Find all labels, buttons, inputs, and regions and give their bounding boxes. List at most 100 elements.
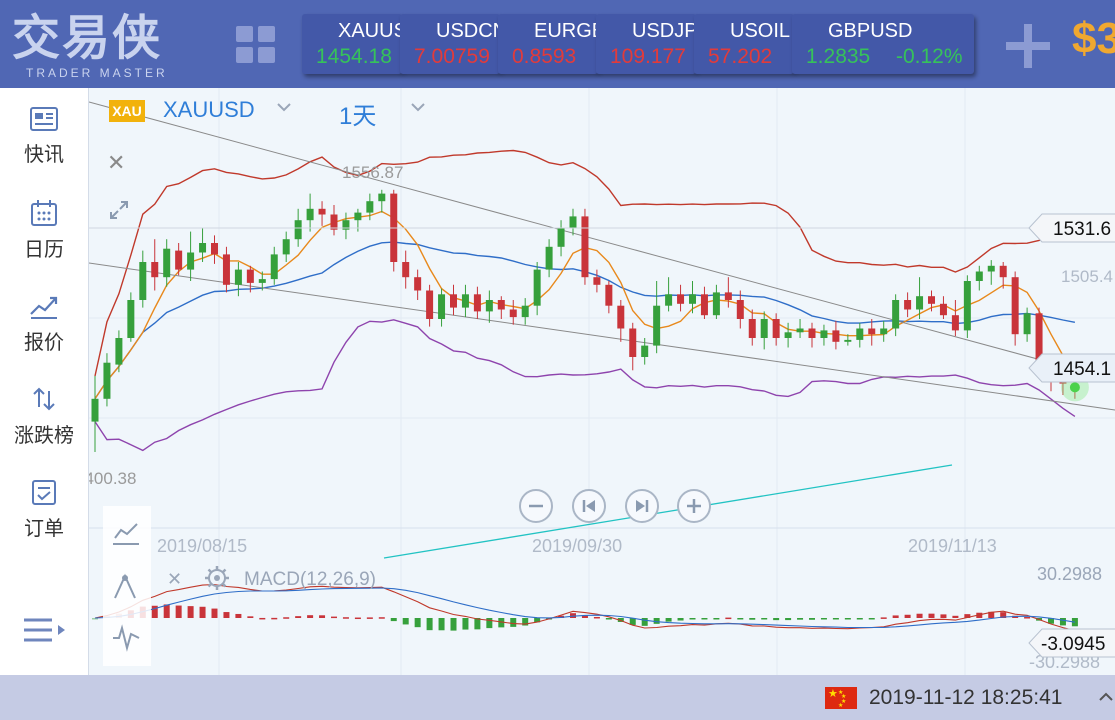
chevron-down-icon[interactable] bbox=[409, 100, 427, 114]
menu-icon[interactable] bbox=[22, 616, 68, 646]
macd-histogram-bar bbox=[665, 618, 672, 622]
collapse-icon[interactable] bbox=[107, 198, 131, 222]
ticker-usdcnh[interactable]: USDCNH 7.00759 bbox=[400, 14, 500, 74]
settings-gear-icon bbox=[205, 566, 229, 590]
ticker-symbol: USDJPY bbox=[632, 20, 696, 42]
macd-histogram-bar bbox=[629, 618, 636, 625]
chevron-up-icon[interactable] bbox=[1097, 689, 1115, 703]
add-ticker-button[interactable] bbox=[1006, 24, 1050, 68]
pulse-line bbox=[113, 624, 140, 652]
macd-histogram-bar bbox=[737, 618, 744, 620]
macd-histogram-bar bbox=[247, 616, 254, 618]
chevron-down-icon[interactable] bbox=[275, 100, 293, 114]
price-chart[interactable]: 1531.6 1454.1 1556.87 1400.38 1505.4 2019/08/… bbox=[89, 88, 1115, 675]
compass-pivot bbox=[122, 575, 128, 581]
zoom-out-icon[interactable] bbox=[519, 489, 553, 523]
sidebar-item-calendar[interactable]: 日历 bbox=[0, 191, 88, 271]
logo-text: 交易侠 bbox=[12, 10, 163, 66]
sidebar-item-orders[interactable]: 订单 bbox=[0, 470, 88, 550]
macd-histogram-bar bbox=[1024, 617, 1031, 619]
candle bbox=[868, 328, 876, 335]
macd-histogram-bar bbox=[605, 618, 612, 620]
sidebar-item-label: 快讯 bbox=[24, 144, 64, 166]
candle bbox=[545, 246, 553, 270]
sidebar-item-label: 涨跌榜 bbox=[14, 425, 74, 447]
ticker-symbol: EURGBP bbox=[534, 20, 598, 42]
ticker-usdjpy[interactable]: USDJPY 109.177 bbox=[596, 14, 696, 74]
chart-type-icon bbox=[113, 523, 139, 545]
candle bbox=[294, 220, 302, 240]
candle bbox=[689, 294, 696, 304]
price-tag-label: 1531.6 bbox=[1053, 219, 1111, 240]
symbol-selector[interactable]: XAUUSD bbox=[163, 97, 255, 122]
interval-selector[interactable]: 1天 bbox=[339, 103, 377, 130]
jump-start-icon[interactable] bbox=[572, 489, 606, 523]
jump-end-icon[interactable] bbox=[625, 489, 659, 523]
ticker-symbol: GBPUSD bbox=[828, 20, 913, 42]
macd-histogram-bar bbox=[151, 605, 158, 618]
zoom-in-icon[interactable] bbox=[677, 489, 711, 523]
ticker-change: -0.12% bbox=[896, 45, 963, 68]
candle bbox=[593, 277, 601, 285]
candle bbox=[916, 296, 924, 310]
price-tag-label: 1454.1 bbox=[1053, 359, 1111, 380]
macd-histogram-bar bbox=[832, 618, 839, 620]
x-axis-tick-label: 2019/11/13 bbox=[908, 536, 997, 556]
close-icon[interactable]: ✕ bbox=[107, 150, 126, 175]
macd-histogram-bar bbox=[916, 613, 923, 618]
candle bbox=[306, 208, 314, 221]
candle bbox=[1059, 381, 1067, 384]
macd-histogram-bar bbox=[498, 618, 505, 628]
candle bbox=[951, 315, 959, 331]
ticker-xauusd[interactable]: XAUUSD 1454.18 bbox=[302, 14, 402, 74]
candle bbox=[461, 294, 469, 308]
macd-histogram-bar bbox=[163, 604, 170, 618]
macd-histogram-bar bbox=[677, 618, 684, 621]
ticker-price: 57.202 bbox=[708, 45, 773, 68]
account-balance[interactable]: $3 bbox=[1072, 14, 1115, 63]
sidebar-item-quotes[interactable]: 报价 bbox=[0, 284, 88, 364]
macd-histogram-bar bbox=[390, 618, 397, 622]
macd-histogram-bar bbox=[880, 617, 887, 619]
price-tag bbox=[1028, 353, 1115, 383]
candle bbox=[211, 243, 218, 255]
candle bbox=[724, 292, 732, 300]
ticker-price: 1454.18 bbox=[316, 45, 392, 68]
high-price-label: 1556.87 bbox=[342, 163, 403, 182]
sidebar-item-news[interactable]: 快讯 bbox=[0, 98, 88, 178]
macd-histogram-bar bbox=[438, 618, 445, 631]
sidebar-item-rankings[interactable]: 涨跌榜 bbox=[0, 377, 88, 457]
macd-histogram-bar bbox=[450, 618, 457, 631]
candle bbox=[760, 319, 768, 338]
app-logo[interactable]: 交易侠 TRADER MASTER bbox=[10, 8, 200, 84]
candle bbox=[617, 305, 625, 329]
ticker-usoil[interactable]: USOIL 57.202 bbox=[694, 14, 794, 74]
ticker-symbol: USDCNH bbox=[436, 20, 500, 42]
macd-histogram-bar bbox=[844, 618, 851, 620]
candle bbox=[748, 319, 756, 338]
macd-histogram-bar bbox=[510, 618, 517, 627]
candle bbox=[258, 279, 266, 283]
macd-histogram-bar bbox=[486, 618, 493, 629]
macd-histogram-bar bbox=[354, 617, 361, 620]
ticker-eurgbp[interactable]: EURGBP 0.8593 bbox=[498, 14, 598, 74]
candle bbox=[509, 309, 517, 318]
candle bbox=[784, 332, 792, 338]
candle bbox=[414, 277, 422, 291]
macd-histogram-bar bbox=[868, 618, 875, 620]
candle bbox=[354, 212, 362, 221]
candle bbox=[557, 227, 565, 247]
apps-grid-icon[interactable] bbox=[236, 26, 280, 66]
ticker-gbpusd[interactable]: GBPUSD 1.2835 -0.12% bbox=[792, 14, 974, 74]
current-price-dot bbox=[1069, 382, 1080, 393]
candle bbox=[103, 362, 111, 399]
y-axis-tick-label: 1505.4 bbox=[1061, 267, 1113, 286]
candle bbox=[497, 300, 505, 310]
candle bbox=[581, 216, 589, 278]
candle bbox=[653, 305, 661, 346]
macd-histogram-bar bbox=[641, 618, 648, 626]
candle bbox=[569, 216, 577, 228]
triangle-right bbox=[636, 500, 645, 512]
candle bbox=[987, 265, 995, 272]
logo-subtitle: TRADER MASTER bbox=[26, 66, 168, 80]
